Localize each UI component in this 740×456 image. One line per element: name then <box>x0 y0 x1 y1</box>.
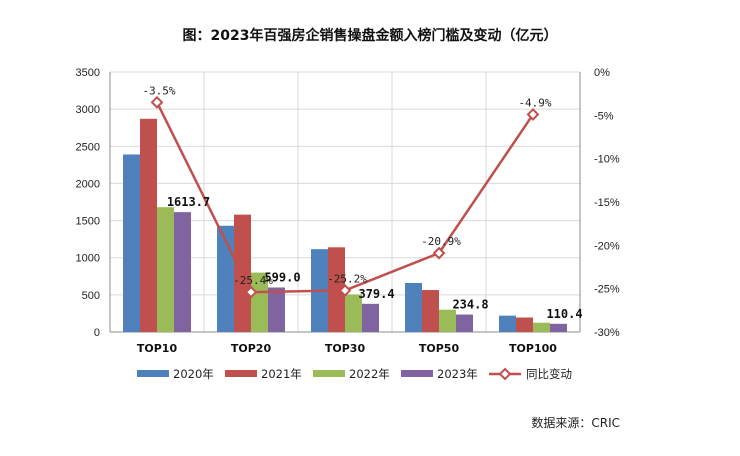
axes: 0 500 1000 1500 2000 2500 3000 3500 0% -5% -10% -15… <box>76 67 620 355</box>
y-right-tick-label: -30% <box>594 327 620 339</box>
bar-data-label: 379.4 <box>358 287 394 301</box>
legend: 2020年 2021年 2022年 2023年 同比变动 <box>137 367 572 381</box>
change-point-label: -3.5% <box>142 84 175 97</box>
y-right-tick-label: 0% <box>594 67 610 79</box>
change-point-marker <box>526 108 540 121</box>
legend-label: 2023年 <box>437 367 478 381</box>
bar <box>405 282 422 332</box>
y-right-tick-label: -10% <box>594 154 620 166</box>
x-category-label: TOP100 <box>509 342 557 355</box>
change-point-label: -20.9% <box>421 235 461 248</box>
change-point-marker <box>244 285 258 299</box>
legend-swatch <box>137 370 169 377</box>
change-point-marker <box>150 95 164 109</box>
bar <box>140 118 157 332</box>
legend-swatch <box>313 370 345 377</box>
bar <box>174 212 191 332</box>
bar <box>550 323 567 332</box>
x-category-label: TOP20 <box>231 342 272 355</box>
y-left-tick-label: 3500 <box>76 67 100 79</box>
y-left-tick-label: 3000 <box>76 104 100 116</box>
source-note: 数据来源：CRIC <box>531 415 620 430</box>
change-point-label: -25.2% <box>327 272 367 285</box>
y-left-tick-label: 2000 <box>76 178 100 190</box>
y-right-tick-label: -25% <box>594 284 620 296</box>
bars <box>123 118 567 332</box>
bar-data-label: 234.8 <box>452 298 488 312</box>
y-left-tick-label: 1500 <box>76 216 100 228</box>
chart-title: 图：2023年百强房企销售操盘金额入榜门槛及变动（亿元） <box>183 27 558 44</box>
bar-data-label: 110.4 <box>546 307 582 321</box>
y-left-tick-label: 1000 <box>76 253 100 265</box>
y-right-tick-label: -20% <box>594 240 620 252</box>
legend-swatch <box>225 370 257 377</box>
legend-line-marker <box>498 367 512 381</box>
change-point-marker <box>432 246 446 260</box>
bar <box>157 207 174 332</box>
y-left-tick-label: 500 <box>82 290 100 302</box>
y-left-tick-label: 0 <box>94 327 100 339</box>
bar <box>422 290 439 332</box>
x-category-label: TOP10 <box>137 342 178 355</box>
bar <box>533 322 550 332</box>
bar <box>268 287 285 332</box>
bar-data-label: 599.0 <box>264 271 300 285</box>
bar <box>439 309 456 332</box>
change-point-label: -4.9% <box>518 96 551 109</box>
change-point-label: -25.4% <box>233 274 273 287</box>
bar <box>456 314 473 332</box>
bar <box>516 317 533 332</box>
y-right-tick-label: -5% <box>594 110 614 122</box>
data-labels: 1613.7 599.0 379.4 234.8 110.4 -3.5% -25.4% -25… <box>142 84 582 320</box>
legend-label: 2022年 <box>349 367 390 381</box>
bar-data-label: 1613.7 <box>167 195 210 209</box>
legend-label: 2020年 <box>173 367 214 381</box>
y-left-tick-label: 2500 <box>76 141 100 153</box>
bar <box>499 315 516 332</box>
bar <box>217 225 234 332</box>
x-category-label: TOP30 <box>325 342 366 355</box>
y-right-tick-label: -15% <box>594 197 620 209</box>
legend-label: 同比变动 <box>526 367 572 381</box>
bar <box>123 154 140 332</box>
bar <box>345 294 362 332</box>
bar <box>362 303 379 332</box>
change-line <box>150 95 540 299</box>
change-point-marker <box>338 283 352 297</box>
x-category-label: TOP50 <box>419 342 460 355</box>
bar <box>251 272 268 332</box>
legend-swatch <box>401 370 433 377</box>
legend-label: 2021年 <box>261 367 302 381</box>
